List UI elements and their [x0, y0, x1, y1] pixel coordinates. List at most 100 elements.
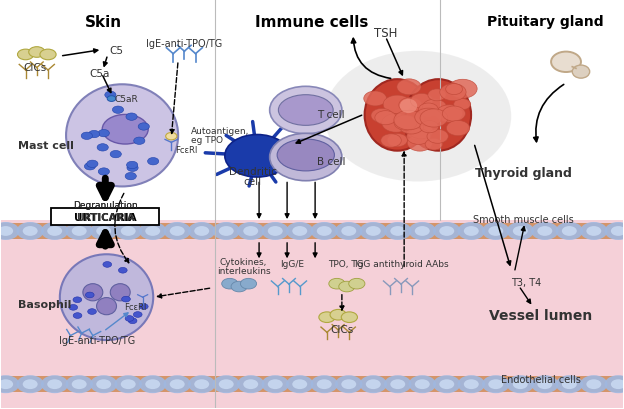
Circle shape	[286, 222, 313, 240]
Text: Immune cells: Immune cells	[255, 15, 369, 30]
Circle shape	[507, 375, 534, 393]
Text: TSH: TSH	[374, 27, 397, 40]
Circle shape	[317, 380, 332, 389]
Circle shape	[411, 94, 433, 109]
Circle shape	[105, 92, 116, 99]
Circle shape	[611, 380, 624, 389]
Text: interleukins: interleukins	[217, 266, 270, 275]
Circle shape	[436, 106, 462, 123]
Ellipse shape	[60, 255, 154, 340]
Circle shape	[40, 50, 56, 61]
Circle shape	[420, 121, 439, 133]
Circle shape	[0, 227, 13, 236]
Circle shape	[341, 227, 356, 236]
Circle shape	[98, 130, 109, 137]
Text: URTICARIA: URTICARIA	[74, 212, 137, 222]
Circle shape	[17, 50, 34, 61]
Circle shape	[366, 380, 381, 389]
Circle shape	[89, 131, 100, 138]
Circle shape	[457, 222, 485, 240]
Circle shape	[330, 310, 346, 320]
Text: CICs: CICs	[330, 324, 354, 334]
Text: FcεRI: FcεRI	[124, 303, 147, 312]
Circle shape	[47, 380, 62, 389]
Circle shape	[407, 135, 432, 152]
Circle shape	[268, 227, 283, 236]
Text: T3, T4: T3, T4	[511, 278, 542, 288]
Text: FcεRI: FcεRI	[175, 145, 197, 154]
Circle shape	[371, 109, 392, 123]
Circle shape	[292, 227, 307, 236]
Circle shape	[125, 316, 134, 321]
Ellipse shape	[97, 298, 117, 315]
Text: cell: cell	[244, 177, 262, 187]
Circle shape	[513, 227, 528, 236]
Circle shape	[457, 375, 485, 393]
Ellipse shape	[551, 52, 581, 73]
Text: C5: C5	[110, 45, 124, 55]
Circle shape	[359, 375, 387, 393]
Circle shape	[127, 162, 138, 169]
Circle shape	[243, 380, 258, 389]
Circle shape	[139, 375, 167, 393]
Circle shape	[107, 97, 116, 102]
Circle shape	[292, 380, 307, 389]
Circle shape	[390, 227, 405, 236]
Circle shape	[119, 268, 127, 274]
Ellipse shape	[572, 66, 590, 79]
Circle shape	[482, 375, 509, 393]
Text: IgE-anti-TPO/TG: IgE-anti-TPO/TG	[59, 335, 135, 345]
Circle shape	[0, 375, 19, 393]
Text: IgG/E: IgG/E	[280, 259, 304, 268]
Circle shape	[286, 375, 313, 393]
Circle shape	[375, 111, 396, 126]
Circle shape	[489, 227, 504, 236]
Text: C5a: C5a	[89, 69, 109, 79]
Circle shape	[138, 124, 149, 131]
Circle shape	[96, 380, 111, 389]
Circle shape	[225, 135, 290, 178]
Circle shape	[605, 375, 624, 393]
Circle shape	[188, 375, 215, 393]
Text: Cytokines,: Cytokines,	[220, 257, 267, 266]
Circle shape	[415, 109, 442, 127]
Circle shape	[0, 222, 19, 240]
Circle shape	[341, 380, 356, 389]
Circle shape	[81, 133, 92, 140]
Circle shape	[85, 292, 94, 298]
Circle shape	[268, 380, 283, 389]
Ellipse shape	[102, 115, 148, 145]
Circle shape	[384, 222, 411, 240]
Circle shape	[513, 380, 528, 389]
Circle shape	[439, 380, 454, 389]
Circle shape	[454, 99, 470, 110]
Circle shape	[611, 227, 624, 236]
Circle shape	[311, 375, 338, 393]
Circle shape	[84, 163, 95, 171]
Circle shape	[66, 222, 93, 240]
Text: Thyroid gland: Thyroid gland	[475, 166, 572, 179]
Circle shape	[394, 111, 424, 130]
Circle shape	[407, 125, 430, 140]
Text: Vessel lumen: Vessel lumen	[489, 308, 593, 322]
Circle shape	[482, 222, 509, 240]
Circle shape	[317, 227, 332, 236]
Circle shape	[409, 375, 436, 393]
Circle shape	[261, 375, 289, 393]
Ellipse shape	[406, 128, 430, 141]
Circle shape	[163, 222, 191, 240]
Circle shape	[243, 227, 258, 236]
Circle shape	[134, 138, 145, 145]
Circle shape	[120, 227, 135, 236]
Circle shape	[129, 318, 137, 324]
Circle shape	[562, 227, 577, 236]
Text: eg TPO: eg TPO	[190, 136, 223, 145]
Circle shape	[605, 222, 624, 240]
Circle shape	[339, 281, 355, 292]
Circle shape	[433, 375, 461, 393]
Circle shape	[145, 227, 160, 236]
Text: B cell: B cell	[317, 157, 346, 167]
Circle shape	[0, 380, 13, 389]
Circle shape	[237, 375, 265, 393]
Circle shape	[580, 375, 608, 393]
